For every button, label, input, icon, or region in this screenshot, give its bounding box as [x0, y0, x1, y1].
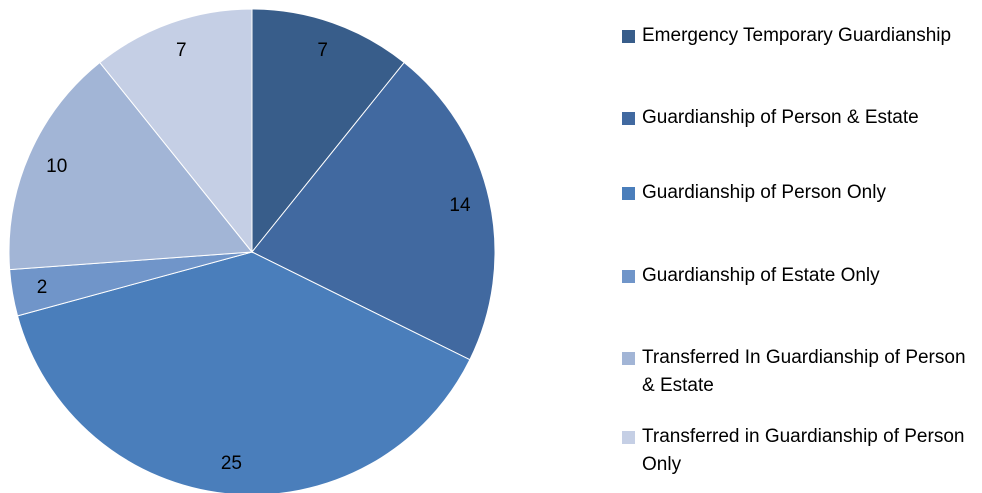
data-label: 14: [449, 195, 471, 216]
legend-swatch: [622, 112, 635, 125]
legend-label: Guardianship of Estate Only: [642, 265, 880, 286]
data-label: 7: [317, 40, 328, 61]
legend-item: Transferred In Guardianship of Person & …: [622, 344, 972, 400]
legend-label: Transferred in Guardianship of Person On…: [642, 426, 965, 475]
legend-label: Emergency Temporary Guardianship: [642, 25, 952, 46]
legend-swatch: [622, 352, 635, 365]
pie-slice: [251, 8, 405, 254]
legend-label: Guardianship of Person & Estate: [642, 107, 919, 128]
legend-label: Transferred In Guardianship of Person & …: [642, 347, 966, 396]
data-label: 25: [221, 453, 242, 474]
data-label: 10: [46, 156, 67, 177]
legend-swatch: [622, 270, 635, 283]
pie-slice: [16, 251, 471, 493]
pie-slice: [8, 61, 253, 271]
legend-item: Guardianship of Person Only: [622, 179, 972, 207]
legend-swatch: [622, 187, 635, 200]
legend-item: Guardianship of Person & Estate: [622, 104, 972, 132]
pie-slice: [251, 61, 496, 361]
pie-chart: 7 14 25 2 10 7: [8, 8, 496, 493]
legend-item: Guardianship of Estate Only: [622, 262, 972, 290]
legend-swatch: [622, 30, 635, 43]
legend-item: Emergency Temporary Guardianship: [622, 22, 972, 50]
legend-label: Guardianship of Person Only: [642, 182, 886, 203]
pie-slice: [99, 8, 253, 254]
legend-swatch: [622, 431, 635, 444]
data-label: 7: [176, 40, 187, 61]
data-label: 2: [37, 277, 48, 298]
legend-item: Transferred in Guardianship of Person On…: [622, 423, 972, 479]
